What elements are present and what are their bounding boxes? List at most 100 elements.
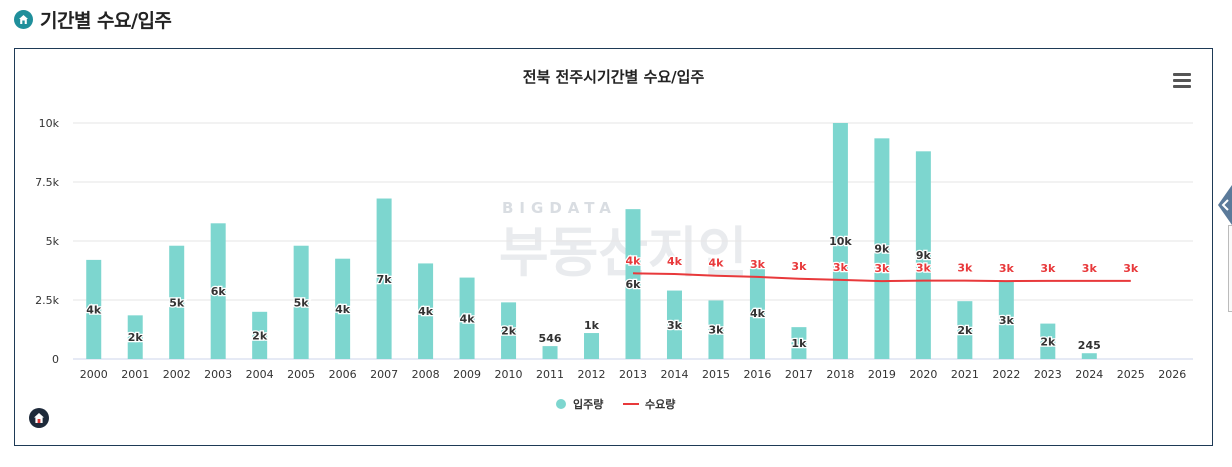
- bar-data-label: 3k: [708, 324, 724, 337]
- bar-data-label: 10k: [829, 235, 852, 248]
- x-tick-label: 2006: [329, 368, 357, 381]
- bar: [915, 151, 931, 359]
- bar-data-label: 4k: [750, 307, 766, 320]
- watermark-large: 부동산지인: [499, 221, 747, 284]
- chart-title: 전북 전주시기간별 수요/입주: [523, 68, 705, 86]
- x-tick-label: 2013: [619, 368, 647, 381]
- bar: [169, 245, 185, 359]
- legend-marker-bar: [556, 399, 566, 409]
- x-tick-label: 2021: [951, 368, 979, 381]
- line-data-label: 3k: [1040, 262, 1056, 275]
- x-tick-label: 2016: [743, 368, 771, 381]
- bar-data-label: 5k: [294, 296, 310, 309]
- x-tick-label: 2005: [287, 368, 315, 381]
- chart-panel: 전북 전주시기간별 수요/입주 BIGDATA 부동산지인 0 2.5k 5k 7.5k 10…: [14, 48, 1213, 446]
- legend-label-line: 수요량: [645, 398, 675, 411]
- bar-data-label: 4k: [86, 303, 102, 316]
- bar: [376, 198, 392, 359]
- bar-data-label: 245: [1078, 339, 1101, 352]
- bar: [625, 209, 641, 359]
- x-tick-label: 2009: [453, 368, 481, 381]
- bar-data-label: 4k: [418, 305, 434, 318]
- side-panel-edge: [1228, 225, 1232, 312]
- line-data-label: 4k: [626, 254, 642, 267]
- line-data-label: 3k: [916, 262, 932, 275]
- x-tick-label: 2002: [163, 368, 191, 381]
- x-tick-label: 2024: [1075, 368, 1103, 381]
- x-tick-label: 2004: [246, 368, 274, 381]
- bar: [542, 346, 558, 359]
- line-data-label: 3k: [1123, 262, 1139, 275]
- y-tick-label: 7.5k: [35, 176, 59, 189]
- x-tick-label: 2017: [785, 368, 813, 381]
- bar-data-label: 9k: [916, 249, 932, 262]
- bar: [1081, 353, 1097, 359]
- x-tick-label: 2010: [495, 368, 523, 381]
- bar: [874, 138, 890, 359]
- bar: [86, 259, 102, 359]
- bar-data-label: 1k: [584, 319, 600, 332]
- x-tick-label: 2007: [370, 368, 398, 381]
- x-tick-label: 2008: [412, 368, 440, 381]
- bar: [459, 277, 475, 359]
- page-title: 기간별 수요/입주: [40, 9, 172, 32]
- bar: [998, 281, 1014, 359]
- bar: [749, 266, 765, 359]
- x-tick-label: 2012: [578, 368, 606, 381]
- bar: [252, 311, 268, 359]
- bar: [418, 263, 434, 359]
- bar-data-label: 6k: [626, 278, 642, 291]
- bar-data-label: 7k: [377, 273, 393, 286]
- bar-data-label: 1k: [791, 337, 807, 350]
- bar: [210, 223, 226, 359]
- legend-label-bar: 입주량: [573, 398, 603, 411]
- bar: [127, 315, 143, 359]
- home-icon: [14, 9, 33, 29]
- bar: [832, 123, 848, 359]
- x-tick-label: 2022: [992, 368, 1020, 381]
- x-tick-label: 2018: [826, 368, 854, 381]
- bar-data-label: 2k: [957, 324, 973, 337]
- demand-line: [632, 272, 1131, 283]
- bar-data-label: 6k: [211, 285, 227, 298]
- x-tick-label: 2003: [204, 368, 232, 381]
- line-data-label: 4k: [667, 255, 683, 268]
- y-tick-label: 2.5k: [35, 294, 59, 307]
- hamburger-menu-icon[interactable]: [1173, 73, 1191, 89]
- line-data-label: 3k: [1082, 262, 1098, 275]
- x-tick-label: 2019: [868, 368, 896, 381]
- bar: [584, 333, 600, 359]
- line-data-label: 3k: [833, 261, 849, 274]
- line-data-label: 3k: [999, 262, 1015, 275]
- side-panel-toggle[interactable]: [1218, 185, 1232, 225]
- bar: [957, 301, 973, 359]
- chart: 전북 전주시기간별 수요/입주 BIGDATA 부동산지인 0 2.5k 5k 7.5k 10…: [35, 68, 1193, 411]
- x-tick-label: 2020: [909, 368, 937, 381]
- y-tick-label: 5k: [46, 235, 60, 248]
- x-tick-label: 2011: [536, 368, 564, 381]
- x-tick-label: 2000: [80, 368, 108, 381]
- x-tick-label: 2026: [1158, 368, 1186, 381]
- bar: [293, 245, 309, 359]
- bar-data-label: 2k: [501, 325, 517, 338]
- x-tick-label: 2023: [1034, 368, 1062, 381]
- y-tick-label: 10k: [39, 117, 60, 130]
- bar-data-label: 2k: [128, 331, 144, 344]
- x-tick-label: 2025: [1117, 368, 1145, 381]
- bar-data-label: 5k: [169, 296, 185, 309]
- bar-data-label: 2k: [252, 329, 268, 342]
- bar-data-label: 546: [539, 332, 562, 345]
- page-header: 기간별 수요/입주: [14, 6, 172, 32]
- bar: [708, 300, 724, 359]
- x-tick-label: 2014: [660, 368, 688, 381]
- x-tick-label: 2001: [121, 368, 149, 381]
- line-data-label: 4k: [708, 257, 724, 270]
- line-data-label: 3k: [750, 258, 766, 271]
- bar-data-label: 4k: [460, 312, 476, 325]
- line-data-label: 3k: [957, 262, 973, 275]
- bar-data-label: 4k: [335, 303, 351, 316]
- bar: [666, 290, 682, 359]
- line-data-label: 3k: [791, 260, 807, 273]
- bar: [791, 327, 807, 359]
- bar: [1040, 323, 1056, 359]
